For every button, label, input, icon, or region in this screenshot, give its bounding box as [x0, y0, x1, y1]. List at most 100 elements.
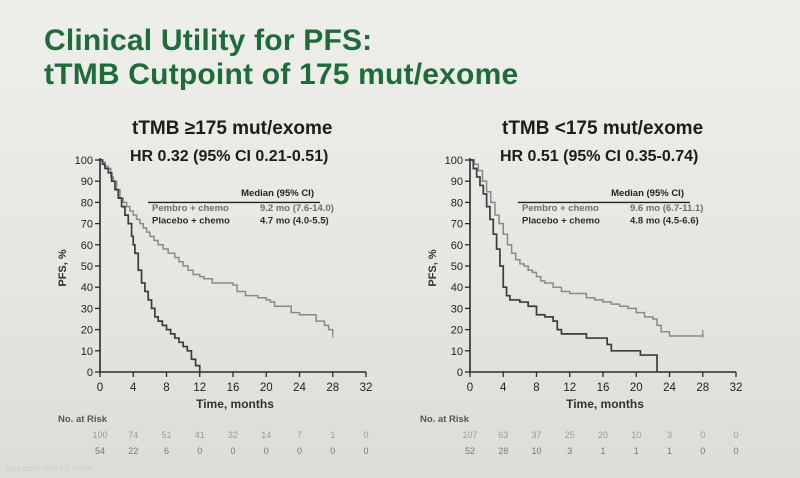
right-km-chart: 0 10 20 30 40 50 60 70 80 90 100 0 4 8 12 16 20 24 28 32 Tim… [427, 155, 743, 411]
y-tick-label: 70 [451, 219, 463, 231]
legend-entry-median: 9.6 mo (6.7-11.1) [630, 203, 703, 214]
risk-table-cell: 51 [161, 430, 172, 440]
risk-table-cell: 25 [564, 430, 575, 440]
y-tick-label: 50 [81, 261, 93, 273]
risk-table-cell: 0 [330, 446, 336, 456]
y-tick-label: 100 [75, 155, 93, 167]
y-tick-label: 40 [451, 282, 463, 294]
x-tick-label: 4 [500, 382, 507, 394]
x-tick-label: 32 [360, 382, 373, 394]
risk-table-cell: 0 [230, 446, 236, 456]
x-tick-label: 0 [467, 382, 473, 394]
risk-table-cell: 10 [531, 446, 542, 456]
risk-table-cell: 1 [633, 446, 639, 456]
legend-entry-name: Pembro + chemo [152, 203, 229, 214]
slide-footnote: Data cutoff: XXX XX, XXXX [6, 466, 92, 473]
risk-table-cell: 14 [261, 430, 272, 440]
y-tick-label: 10 [81, 346, 93, 358]
legend-entry-median: 9.2 mo (7.6-14.0) [260, 203, 334, 214]
legend-header: Median (95% CI) [611, 188, 684, 199]
left-km-chart: 0 10 20 30 40 50 60 70 80 90 100 0 4 8 12 16 20 24 28 32 Tim… [57, 155, 373, 411]
x-tick-label: 4 [130, 382, 137, 394]
risk-table-cell: 28 [498, 446, 509, 456]
right-chart-title: tTMB <175 mut/exome [502, 118, 704, 139]
placebo-curve [470, 159, 658, 372]
risk-table-label: No. at Risk [58, 414, 108, 425]
x-tick-label: 20 [630, 382, 643, 394]
y-tick-label: 0 [87, 367, 93, 379]
x-tick-label: 12 [563, 382, 576, 394]
risk-table-cell: 0 [197, 446, 203, 456]
y-axis-label: PFS, % [57, 249, 69, 287]
risk-table-cell: 0 [363, 430, 369, 440]
x-tick-label: 32 [730, 382, 743, 394]
y-tick-label: 0 [457, 367, 463, 379]
risk-table-cell: 7 [296, 430, 302, 440]
risk-table-cell: 0 [700, 446, 706, 456]
risk-table-cell: 3 [567, 446, 573, 456]
y-tick-label: 40 [81, 282, 93, 294]
risk-table-cell: 0 [296, 446, 302, 456]
y-tick-label: 90 [451, 176, 463, 188]
risk-table-cell: 3 [666, 430, 672, 440]
legend-entry-name: Placebo + chemo [152, 215, 230, 226]
y-axis-label: PFS, % [427, 249, 439, 287]
risk-table-cell: 1 [600, 446, 606, 456]
risk-table-cell: 37 [531, 430, 542, 440]
left-hazard-ratio: HR 0.32 (95% CI 0.21-0.51) [130, 148, 329, 165]
legend-entry-name: Placebo + chemo [522, 215, 600, 226]
risk-table-cell: 32 [227, 430, 238, 440]
risk-table-cell: 54 [94, 446, 105, 456]
risk-table-cell: 1 [666, 446, 672, 456]
x-tick-label: 8 [163, 382, 169, 394]
left-chart-title: tTMB ≥175 mut/exome [132, 118, 333, 139]
risk-table-cell: 74 [128, 430, 139, 440]
risk-table-cell: 1 [330, 430, 336, 440]
risk-table-cell: 63 [498, 430, 509, 440]
x-tick-label: 20 [260, 382, 273, 394]
y-tick-label: 100 [445, 155, 463, 167]
risk-table-cell: 0 [363, 446, 369, 456]
y-tick-label: 10 [451, 346, 463, 358]
x-tick-label: 16 [597, 382, 610, 394]
x-tick-label: 16 [227, 382, 240, 394]
risk-table-cell: 0 [700, 430, 706, 440]
risk-table-cell: 6 [163, 446, 169, 456]
pembro-curve [470, 159, 704, 337]
legend-entry-median: 4.7 mo (4.0-5.5) [260, 215, 329, 226]
slide-title-line-2: tTMB Cutpoint of 175 mut/exome [44, 58, 519, 91]
x-tick-label: 0 [97, 382, 103, 394]
x-tick-label: 12 [193, 382, 206, 394]
risk-table-cell: 0 [733, 430, 739, 440]
y-tick-label: 30 [81, 303, 93, 315]
risk-table-cell: 0 [733, 446, 739, 456]
risk-table-cell: 41 [194, 430, 205, 440]
y-tick-label: 70 [81, 219, 93, 231]
x-tick-label: 24 [293, 382, 306, 394]
y-tick-label: 20 [451, 325, 463, 337]
risk-table-label: No. at Risk [420, 414, 470, 425]
placebo-curve [100, 159, 201, 372]
x-tick-label: 24 [663, 382, 676, 394]
legend-entry-median: 4.8 mo (4.5-6.6) [630, 215, 699, 226]
y-tick-label: 60 [451, 240, 463, 252]
right-hazard-ratio: HR 0.51 (95% CI 0.35-0.74) [500, 148, 699, 165]
risk-table-cell: 100 [92, 430, 108, 440]
slide-title-line-1: Clinical Utility for PFS: [44, 24, 373, 57]
risk-table-cell: 10 [631, 430, 642, 440]
risk-table-cell: 22 [128, 446, 139, 456]
risk-table-cell: 0 [263, 446, 269, 456]
y-tick-label: 30 [451, 303, 463, 315]
y-tick-label: 20 [81, 325, 93, 337]
risk-table-cell: 107 [462, 430, 478, 440]
x-axis-label: Time, months [566, 397, 644, 411]
y-tick-label: 90 [81, 176, 93, 188]
y-tick-label: 80 [81, 197, 93, 209]
y-tick-label: 60 [81, 240, 93, 252]
y-tick-label: 50 [451, 261, 463, 273]
legend-entry-name: Pembro + chemo [522, 203, 599, 214]
x-tick-label: 8 [533, 382, 539, 394]
legend-header: Median (95% CI) [241, 188, 314, 199]
risk-table-cell: 20 [597, 430, 608, 440]
x-axis-label: Time, months [196, 397, 274, 411]
